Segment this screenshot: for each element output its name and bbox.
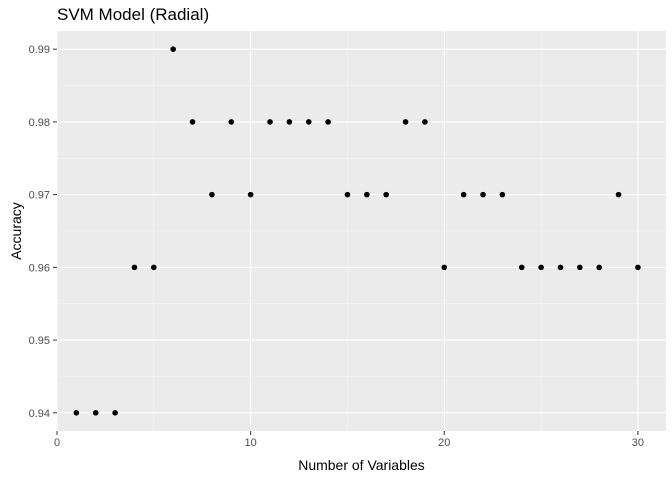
y-tick-label: 0.96 — [29, 262, 50, 274]
grid-lines — [56, 31, 666, 431]
x-tick-label: 20 — [438, 437, 450, 449]
data-point — [305, 119, 312, 125]
data-point — [441, 264, 448, 271]
data-point — [325, 119, 331, 125]
x-axis: 0 10 20 30 — [54, 431, 644, 449]
x-tick-label: 0 — [54, 437, 60, 449]
data-point — [577, 264, 583, 271]
data-point — [92, 410, 99, 416]
data-point — [151, 264, 157, 271]
y-tick-label: 0.95 — [29, 335, 50, 347]
data-point — [170, 46, 176, 52]
data-point — [286, 119, 293, 125]
data-point — [557, 264, 564, 271]
data-point — [267, 119, 273, 125]
chart-title: SVM Model (Radial) — [57, 5, 210, 24]
y-tick-label: 0.97 — [29, 190, 50, 202]
data-point — [228, 119, 235, 125]
data-point — [615, 191, 622, 198]
data-point — [460, 191, 467, 198]
data-points — [73, 46, 641, 416]
x-tick-label: 30 — [632, 437, 644, 449]
data-point — [189, 119, 196, 125]
y-tick-label: 0.99 — [29, 44, 50, 56]
data-point — [112, 410, 118, 416]
data-point — [383, 191, 389, 198]
data-point — [364, 191, 370, 198]
y-axis: 0.94 0.95 0.96 0.97 0.98 0.99 — [29, 44, 57, 420]
data-point — [480, 191, 486, 198]
data-point — [402, 119, 409, 125]
y-tick-label: 0.98 — [29, 117, 50, 129]
data-point — [499, 191, 506, 198]
data-point — [247, 191, 254, 198]
data-point — [73, 410, 80, 416]
data-point — [131, 264, 138, 271]
data-point — [596, 264, 602, 271]
data-point — [209, 191, 215, 198]
y-axis-title: Accuracy — [8, 202, 24, 260]
data-point — [538, 264, 544, 271]
data-point — [344, 191, 351, 198]
data-point — [422, 119, 428, 125]
y-tick-label: 0.94 — [29, 408, 50, 420]
x-axis-title: Number of Variables — [298, 457, 425, 473]
data-point — [635, 264, 641, 271]
x-tick-label: 10 — [245, 437, 257, 449]
data-point — [518, 264, 525, 271]
